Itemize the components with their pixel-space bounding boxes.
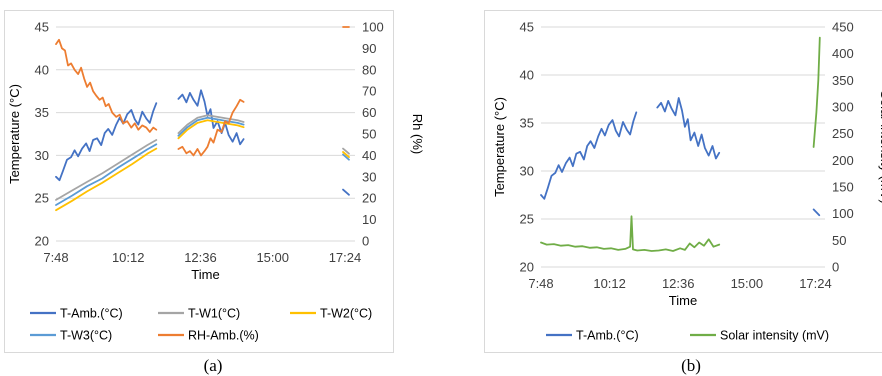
y2-axis-title: Solar intensity (mV): [878, 90, 882, 203]
series-line-2: [812, 36, 821, 148]
x-tick-label: 7:48: [43, 250, 68, 265]
series-line-3: [177, 119, 245, 140]
legend-label: RH-Amb.(%): [188, 329, 259, 343]
legend-label: T-W2(°C): [320, 307, 372, 321]
y2-tick-label: 0: [362, 234, 369, 249]
y-tick-label: 35: [35, 105, 49, 120]
x-axis-title: Time: [191, 267, 219, 282]
x-tick-label: 12:36: [662, 276, 695, 291]
x-tick-label: 17:24: [329, 250, 362, 265]
y2-tick-label: 70: [362, 84, 376, 99]
series-line-1: [342, 188, 350, 196]
y2-tick-label: 50: [832, 233, 846, 248]
y2-tick-label: 50: [362, 127, 376, 142]
series-line-3: [55, 147, 158, 212]
chart-panel-2: 2025303540450501001502002503003504004507…: [484, 10, 882, 375]
y-tick-label: 20: [520, 260, 534, 275]
legend-entry: T-W2(°C): [290, 307, 372, 321]
y-tick-label: 25: [520, 212, 534, 227]
x-tick-label: 10:12: [112, 250, 145, 265]
legend-label: Solar intensity (mV): [720, 329, 829, 343]
series-line-5: [55, 38, 158, 133]
legend-label: T-W1(°C): [188, 307, 240, 321]
chart-panel-1: 20 25 30 35 40 45 0 10 20 30 40 50 60 70 80 90 100 7:48 10…: [4, 10, 425, 375]
series-line-2: [55, 139, 158, 201]
series-line-1: [177, 89, 245, 146]
y2-tick-label: 400: [832, 46, 854, 61]
y2-tick-label: 250: [832, 126, 854, 141]
series-line-1: [55, 102, 158, 182]
y-tick-label: 25: [35, 191, 49, 206]
x-tick-label: 12:36: [184, 250, 217, 265]
x-tick-label: 15:00: [256, 250, 289, 265]
y-tick-label: 45: [35, 20, 49, 35]
y2-tick-label: 30: [362, 169, 376, 184]
y2-tick-label: 80: [362, 62, 376, 77]
legend-entry: RH-Amb.(%): [158, 329, 259, 343]
y2-tick-label: 150: [832, 180, 854, 195]
series-line-4: [55, 143, 158, 206]
y2-tick-label: 60: [362, 105, 376, 120]
y2-tick-label: 350: [832, 73, 854, 88]
y-tick-label: 30: [520, 164, 534, 179]
series-line-4: [177, 116, 245, 137]
series-line-5: [177, 98, 245, 157]
series-line-3: [342, 151, 350, 158]
series-line-1: [656, 97, 721, 160]
legend-entry: Solar intensity (mV): [690, 329, 829, 343]
legend-label: T-Amb.(°C): [60, 307, 123, 321]
y-axis-title: Temperature (°C): [492, 97, 507, 197]
panel-frame: [4, 10, 394, 353]
x-tick-label: 10:12: [593, 276, 626, 291]
y2-tick-label: 100: [832, 206, 854, 221]
x-axis-title: Time: [669, 293, 697, 308]
y-axis-title: Temperature (°C): [7, 84, 22, 184]
legend-entry: T-W1(°C): [158, 307, 240, 321]
legend-label: T-W3(°C): [60, 329, 112, 343]
x-tick-label: 15:00: [731, 276, 764, 291]
y-tick-label: 45: [520, 20, 534, 35]
y2-tick-label: 200: [832, 153, 854, 168]
series-line-2: [177, 114, 245, 134]
legend-label: T-Amb.(°C): [576, 329, 639, 343]
y-tick-label: 40: [520, 68, 534, 83]
y2-tick-label: 20: [362, 191, 376, 206]
legend-entry: T-Amb.(°C): [546, 329, 639, 343]
y2-tick-label: 90: [362, 41, 376, 56]
x-tick-label: 7:48: [528, 276, 553, 291]
series-line-1: [812, 208, 821, 217]
y-tick-label: 35: [520, 116, 534, 131]
y2-tick-label: 450: [832, 20, 854, 35]
y-tick-label: 20: [35, 234, 49, 249]
series-line-4: [342, 153, 350, 161]
y-tick-label: 40: [35, 62, 49, 77]
panel-caption: (a): [204, 356, 223, 375]
panel-frame: [484, 10, 882, 353]
series-line-2: [342, 147, 350, 155]
y2-tick-label: 100: [362, 20, 384, 35]
legend-entry: T-Amb.(°C): [30, 307, 123, 321]
y2-tick-label: 300: [832, 100, 854, 115]
x-tick-label: 17:24: [799, 276, 832, 291]
y-tick-label: 30: [35, 148, 49, 163]
legend-entry: T-W3(°C): [30, 329, 112, 343]
y2-axis-title: Rh (%): [410, 114, 425, 154]
y2-tick-label: 0: [832, 260, 839, 275]
panel-caption: (b): [681, 356, 701, 375]
y2-tick-label: 10: [362, 212, 376, 227]
y2-tick-label: 40: [362, 148, 376, 163]
series-line-2: [540, 215, 721, 252]
series-line-1: [540, 111, 638, 200]
